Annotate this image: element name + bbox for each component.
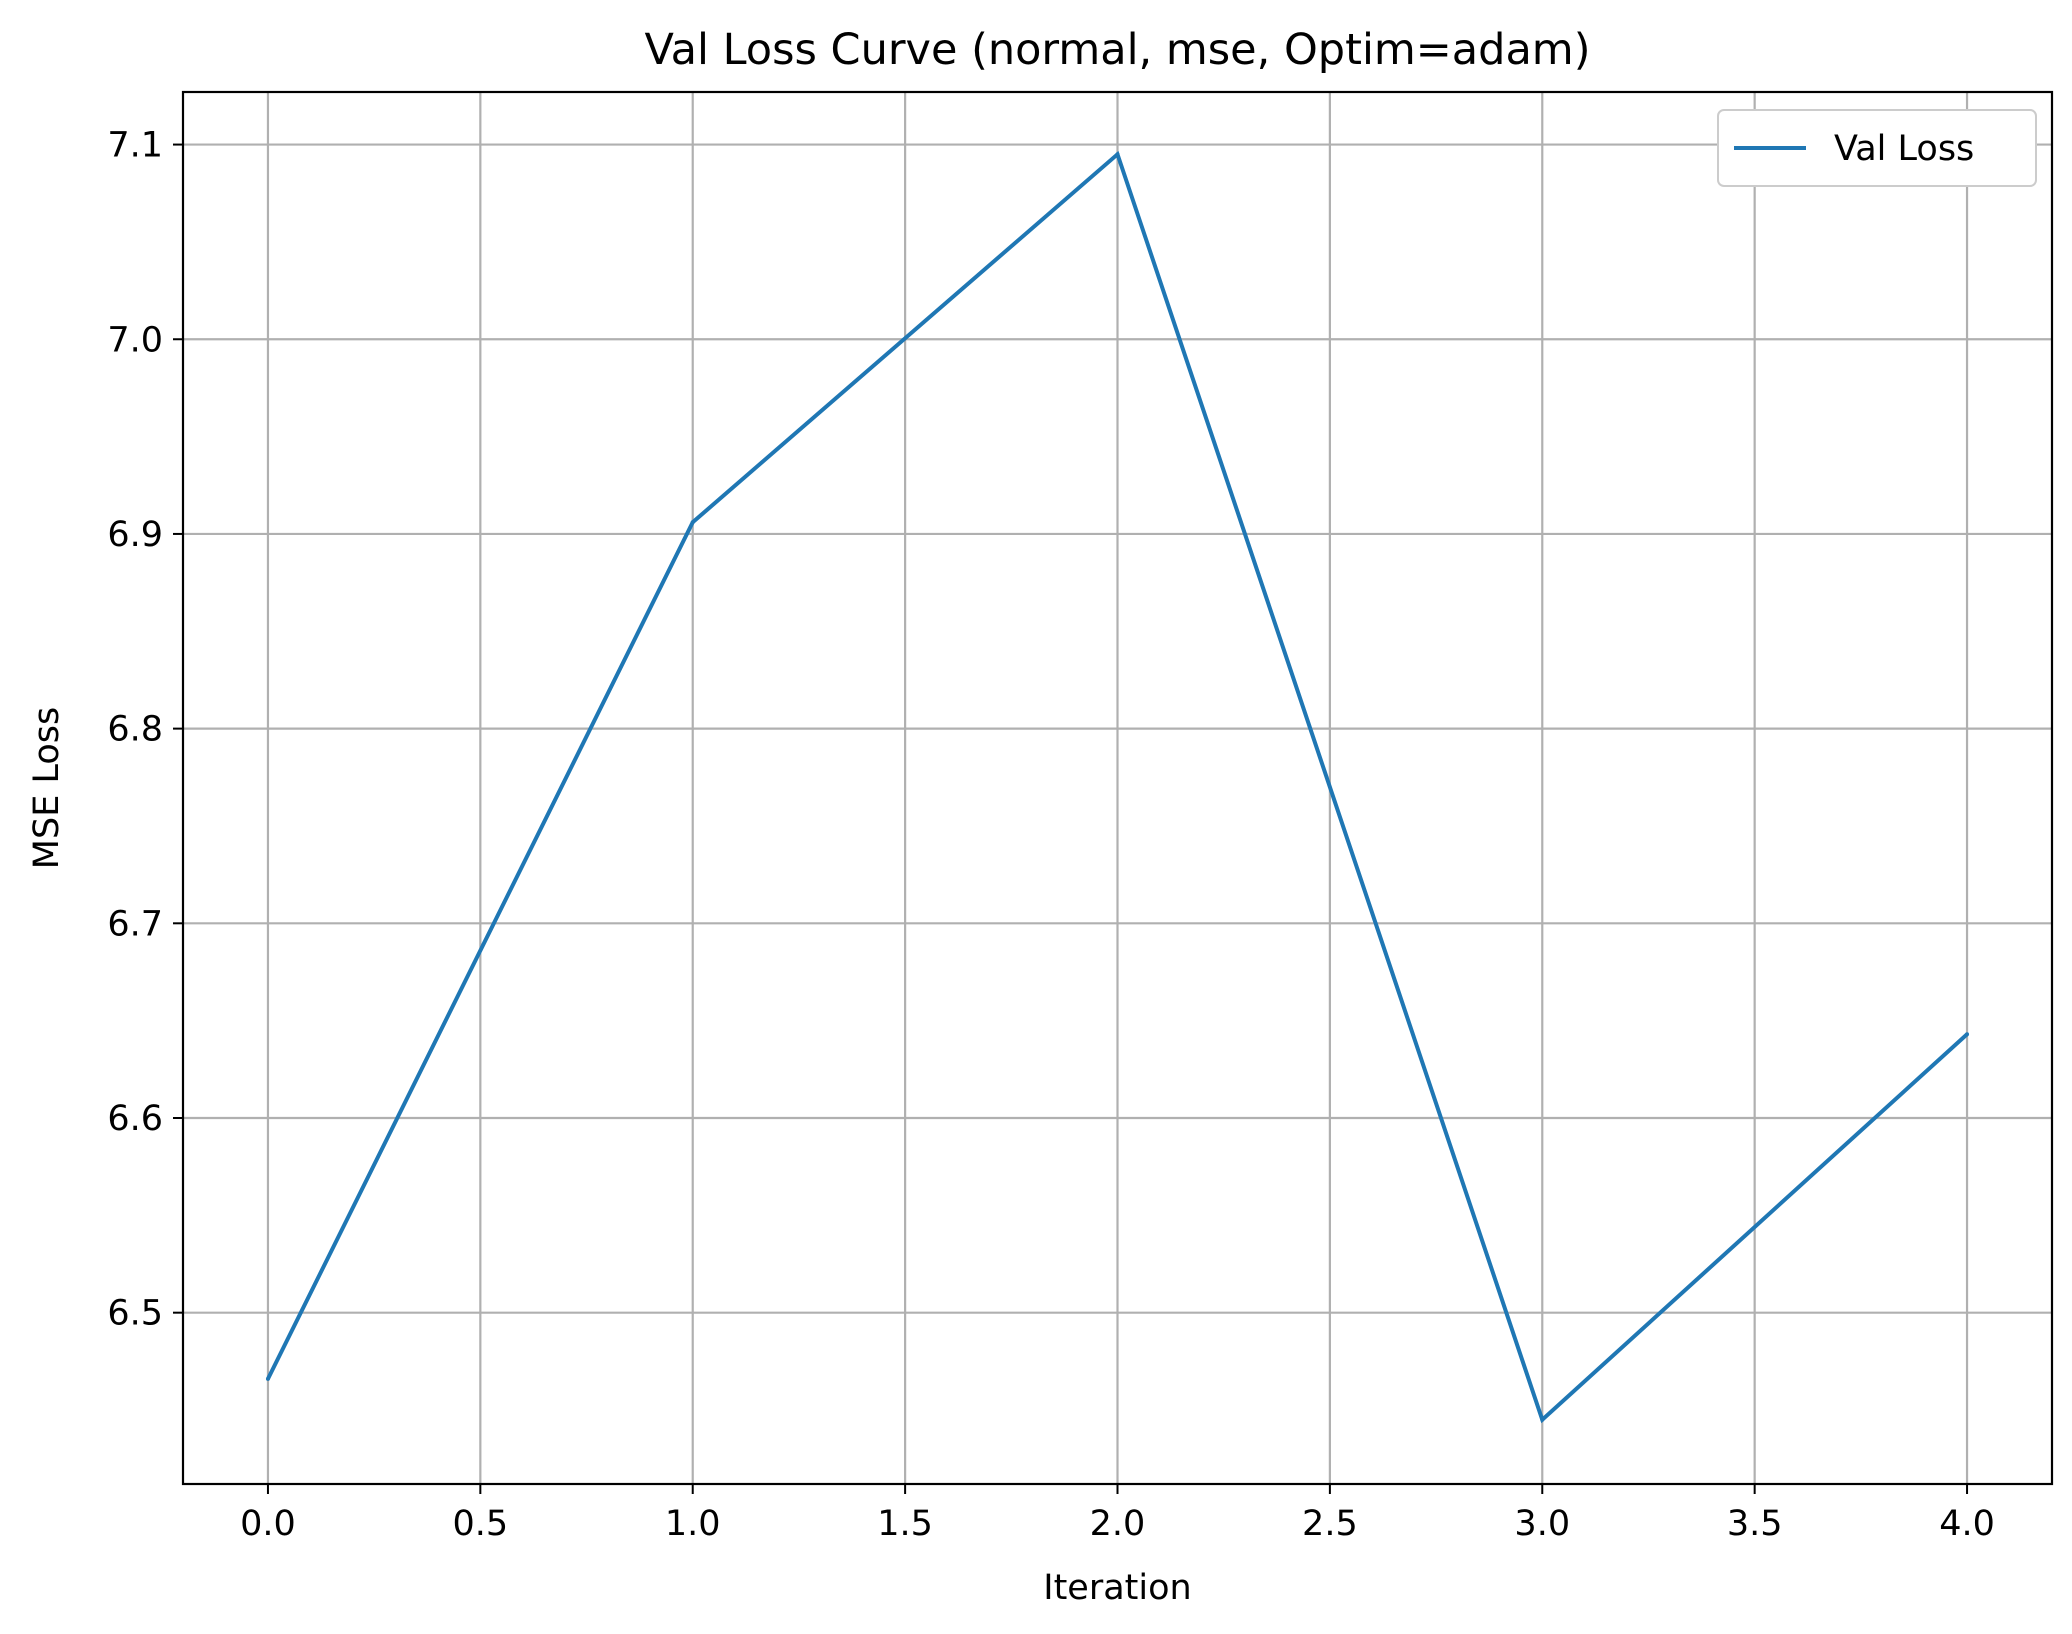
x-tick-label: 2.0: [1090, 1504, 1146, 1544]
y-tick-label: 6.5: [107, 1294, 163, 1334]
x-tick-label: 1.5: [877, 1504, 933, 1544]
grid: [183, 92, 2052, 1484]
x-axis-label: Iteration: [1043, 1568, 1191, 1608]
chart-title: Val Loss Curve (normal, mse, Optim=adam): [645, 25, 1591, 75]
legend-box: [1717, 109, 2037, 187]
y-tick-label: 7.1: [107, 126, 163, 166]
y-tick-label: 6.7: [107, 904, 163, 944]
data-point: [1965, 1032, 1970, 1037]
y-axis-ticks: 6.5 6.6 6.7 6.8 6.9 7.0 7.1: [107, 126, 183, 1334]
y-tick-label: 6.8: [107, 710, 163, 750]
data-point: [690, 520, 695, 525]
y-axis-label: MSE Loss: [27, 707, 67, 869]
x-tick-label: 0.0: [240, 1504, 296, 1544]
x-tick-label: 1.0: [665, 1504, 721, 1544]
y-tick-label: 6.6: [107, 1099, 163, 1139]
x-axis-ticks: 0.0 0.5 1.0 1.5 2.0 2.5 3.0 3.5 4.0: [240, 1484, 1995, 1544]
x-tick-label: 3.5: [1727, 1504, 1783, 1544]
y-tick-label: 7.0: [107, 320, 163, 360]
series-layer: [265, 150, 1970, 1424]
x-tick-label: 2.5: [1302, 1504, 1358, 1544]
x-tick-label: 4.0: [1939, 1504, 1995, 1544]
legend-label: Val Loss: [1834, 129, 1974, 169]
y-tick-label: 6.9: [107, 515, 163, 555]
data-point: [265, 1376, 270, 1381]
x-tick-label: 3.0: [1514, 1504, 1570, 1544]
data-point: [1540, 1417, 1545, 1422]
x-tick-label: 0.5: [453, 1504, 509, 1544]
legend: Val Loss: [1717, 109, 2037, 187]
data-point: [1115, 152, 1120, 157]
